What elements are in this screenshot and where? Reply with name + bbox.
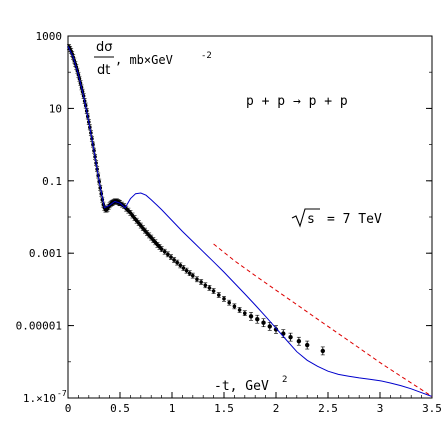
x-tick-label: 0 [65, 402, 72, 415]
data-point [232, 304, 237, 309]
process-label: p + p → p + p [246, 94, 348, 109]
data-point [248, 314, 254, 319]
ylabel-denominator: dt [97, 63, 110, 78]
x-tick-label: 2 [273, 402, 280, 415]
data-point [288, 334, 293, 340]
sqrt-symbol [291, 208, 320, 228]
energy-label: = 7 TeV [327, 212, 382, 227]
ylabel-numerator: dσ [96, 40, 113, 55]
x-tick-label: 3.5 [422, 402, 442, 415]
data-point [195, 277, 199, 282]
data-point [191, 273, 195, 278]
data-point [122, 204, 126, 208]
x-tick-label: 3 [377, 402, 384, 415]
data-point [237, 308, 242, 312]
energy-annotation: s = 7 TeV [291, 208, 382, 228]
energy-symbol: s [307, 212, 315, 227]
data-point [199, 280, 203, 284]
dashed-fit-curve [213, 243, 433, 397]
data-point [243, 311, 247, 316]
xlabel-text: -t, GeV [214, 379, 269, 394]
series-layer [67, 44, 433, 397]
data-point [255, 317, 260, 322]
xlabel-exponent: 2 [282, 375, 287, 385]
y-tick-label: 1.×10 [23, 392, 56, 405]
data-point [153, 240, 158, 245]
data-point [132, 216, 137, 220]
y-axis-label: dσ dt , mb×GeV -2 [94, 40, 212, 78]
x-axis-label: -t, GeV 2 [214, 375, 287, 394]
x-tick-label: 1.5 [214, 402, 234, 415]
data-point [203, 283, 208, 288]
data-point [217, 293, 221, 297]
data-point [211, 289, 216, 293]
ylabel-units: , mb×GeV [115, 53, 173, 67]
data-point [139, 223, 143, 228]
x-tick-label: 0.5 [110, 402, 130, 415]
y-axis: 1.×10 -7 0.00001 0.001 0.1 10 1000 [16, 30, 432, 405]
data-point [149, 235, 153, 240]
y-tick-label: 0.001 [29, 247, 62, 260]
data-point [227, 300, 231, 305]
y-tick-label: 0.00001 [16, 320, 62, 333]
data-point [207, 286, 212, 290]
data-point [181, 266, 186, 270]
data-point [267, 324, 272, 329]
data-point [169, 255, 173, 259]
data-point [128, 211, 133, 215]
data-point [136, 221, 141, 225]
data-point [145, 231, 149, 235]
data-point [222, 296, 226, 301]
data-point [178, 263, 183, 268]
data-point [162, 249, 167, 254]
x-tick-label: 2.5 [318, 402, 338, 415]
ylabel-units-exponent: -2 [201, 51, 212, 61]
model-curve [67, 46, 433, 397]
data-point [175, 260, 179, 265]
y-tick-label: 10 [49, 102, 62, 115]
data-point [166, 252, 170, 257]
data-point [141, 226, 145, 231]
x-axis: 0 0.5 1 1.5 2 2.5 3 3.5 [65, 392, 442, 415]
data-point [296, 339, 302, 344]
data-point [130, 213, 135, 218]
y-tick-label-exponent: -7 [57, 389, 67, 398]
data-point [159, 247, 164, 251]
y-tick-label: 1000 [36, 30, 63, 43]
data-point [187, 271, 192, 276]
data-point [134, 218, 139, 223]
data-point [305, 342, 310, 348]
data-point [184, 268, 189, 273]
data-point [320, 348, 325, 354]
data-point [143, 228, 147, 233]
x-tick-label: 1 [169, 402, 176, 415]
y-tick-label: 0.1 [42, 175, 62, 188]
data-point [273, 327, 279, 332]
data-point [172, 258, 176, 262]
data-point [261, 320, 266, 325]
